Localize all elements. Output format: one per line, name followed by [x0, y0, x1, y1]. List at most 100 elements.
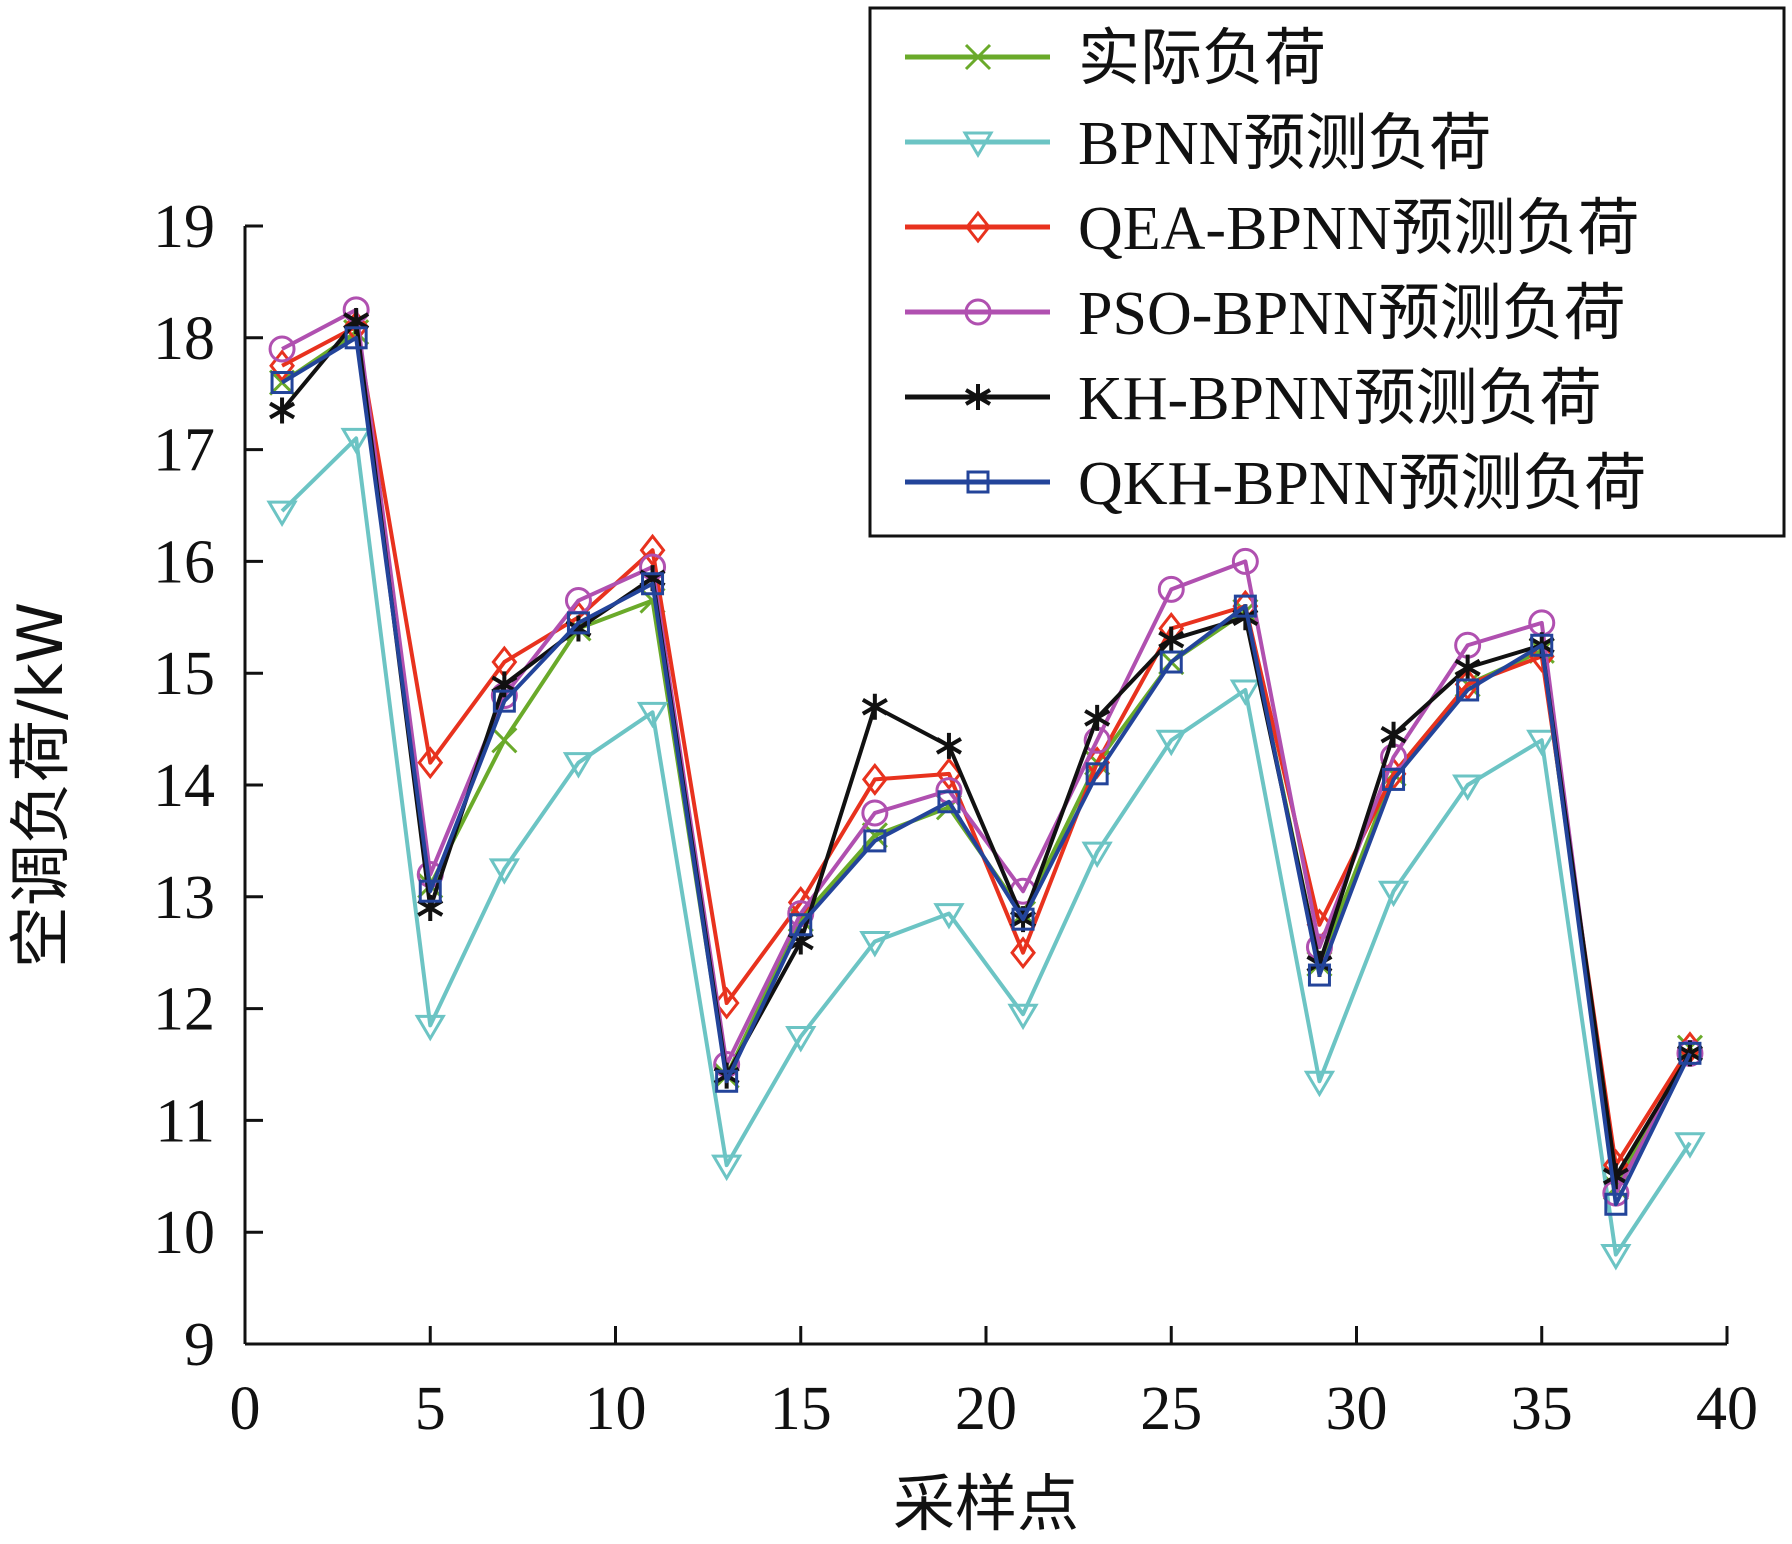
legend-item: BPNN预测负荷 — [905, 110, 1491, 178]
data-point — [859, 931, 891, 958]
data-point — [1229, 679, 1261, 706]
legend-marker — [964, 384, 992, 410]
data-point — [861, 799, 889, 827]
y-axis: 9 10 11 12 13 14 15 16 17 18 19 — [153, 193, 263, 1379]
y-tick-label: 18 — [153, 305, 215, 373]
y-tick-label: 15 — [153, 640, 215, 708]
x-axis-title: 采样点 — [893, 1467, 1079, 1540]
data-point — [1382, 767, 1406, 791]
data-point — [270, 371, 294, 395]
data-point — [636, 701, 669, 729]
data-point — [1085, 762, 1109, 786]
data-point — [1158, 626, 1185, 653]
series-1 — [266, 427, 1706, 1271]
x-tick-label: 15 — [770, 1375, 832, 1443]
y-tick-label: 10 — [153, 1199, 215, 1267]
plot-area — [266, 296, 1706, 1271]
data-point — [1159, 650, 1183, 674]
data-point — [1155, 729, 1187, 757]
y-tick-label: 11 — [155, 1087, 215, 1155]
x-tick-label: 20 — [955, 1375, 1017, 1443]
data-point — [491, 727, 518, 754]
data-point — [269, 397, 296, 424]
y-tick-label: 16 — [153, 528, 215, 596]
x-tick-label: 35 — [1511, 1375, 1573, 1443]
legend-marker — [964, 43, 992, 71]
y-tick-label: 9 — [184, 1311, 215, 1379]
data-point — [1157, 575, 1185, 603]
series-line — [280, 319, 1692, 1179]
data-point — [491, 671, 518, 698]
data-point — [1602, 1163, 1629, 1190]
legend-label: PSO-BPNN预测负荷 — [1078, 280, 1626, 348]
data-point — [1081, 841, 1113, 869]
data-point — [785, 1026, 817, 1053]
legend-item: 实际负荷 — [905, 25, 1326, 93]
y-tick-label: 13 — [153, 864, 215, 932]
legend-label: KH-BPNN预测负荷 — [1078, 365, 1602, 433]
data-point — [417, 894, 444, 921]
data-point — [1307, 963, 1331, 987]
data-point — [1010, 936, 1036, 970]
data-point — [1303, 1070, 1336, 1098]
data-point — [1600, 1244, 1632, 1271]
data-point — [417, 746, 444, 780]
data-point — [933, 903, 965, 930]
legend-item: QEA-BPNN预测负荷 — [905, 195, 1639, 263]
data-point — [1454, 654, 1481, 681]
data-point — [1231, 547, 1259, 575]
data-point — [1678, 1041, 1702, 1065]
legend-item: PSO-BPNN预测负荷 — [905, 280, 1626, 348]
series-4 — [269, 308, 1703, 1190]
data-point — [344, 326, 368, 350]
data-point — [1526, 729, 1558, 757]
legend-label: QEA-BPNN预测负荷 — [1078, 195, 1639, 263]
data-point — [1084, 704, 1111, 731]
x-tick-label: 30 — [1326, 1375, 1388, 1443]
data-point — [641, 572, 665, 596]
data-point — [414, 1014, 446, 1042]
data-point — [1233, 594, 1257, 618]
legend-marker — [966, 470, 990, 494]
legend-box — [868, 6, 1786, 538]
data-point — [789, 913, 813, 937]
data-point — [861, 762, 888, 796]
data-point — [713, 986, 740, 1020]
data-point — [1452, 774, 1484, 801]
data-point — [562, 752, 595, 779]
data-point — [492, 689, 516, 713]
y-tick-label: 14 — [153, 752, 215, 820]
x-tick-label: 5 — [415, 1375, 446, 1443]
data-point — [488, 858, 520, 885]
x-axis: 0 5 10 15 20 25 30 35 40 — [230, 1326, 1758, 1443]
data-point — [1604, 1192, 1628, 1216]
data-point — [1377, 880, 1410, 908]
data-point — [711, 1154, 743, 1182]
data-point — [418, 879, 442, 903]
legend-item: QKH-BPNN预测负荷 — [905, 450, 1646, 518]
x-tick-label: 25 — [1140, 1375, 1202, 1443]
data-point — [266, 500, 298, 528]
data-point — [861, 693, 888, 720]
series-line — [280, 436, 1692, 1257]
series-line — [281, 307, 1692, 1196]
legend-marker — [965, 210, 991, 244]
legend-label: BPNN预测负荷 — [1078, 110, 1491, 178]
series-line — [281, 335, 1692, 1207]
y-tick-label: 12 — [153, 976, 215, 1044]
data-point — [268, 335, 296, 363]
data-point — [715, 1069, 739, 1093]
legend-item: KH-BPNN预测负荷 — [905, 365, 1602, 433]
x-tick-label: 10 — [585, 1375, 647, 1443]
legend: 实际负荷 BPNN预测负荷 QEA-BPNN预测负荷 PSO-BPNN预测负荷 KH-B… — [868, 6, 1786, 538]
data-point — [269, 349, 295, 383]
y-tick-label: 19 — [153, 193, 215, 261]
legend-label: 实际负荷 — [1078, 25, 1326, 93]
data-point — [937, 790, 961, 814]
legend-label: QKH-BPNN预测负荷 — [1078, 450, 1646, 518]
data-point — [1456, 678, 1480, 702]
data-point — [340, 427, 372, 455]
y-tick-label: 17 — [153, 417, 215, 485]
data-point — [566, 611, 590, 635]
